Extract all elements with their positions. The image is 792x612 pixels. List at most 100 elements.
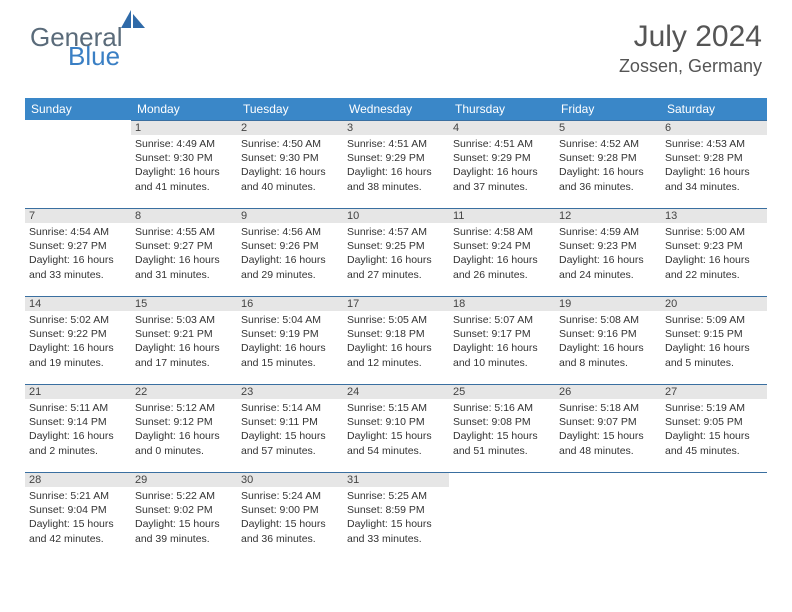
day-number: 18 bbox=[449, 297, 555, 311]
day-details: Sunrise: 5:24 AMSunset: 9:00 PMDaylight:… bbox=[241, 489, 339, 546]
day-number: 25 bbox=[449, 385, 555, 399]
weekday-header-row: SundayMondayTuesdayWednesdayThursdayFrid… bbox=[25, 98, 767, 120]
day-number: 11 bbox=[449, 209, 555, 223]
day-details: Sunrise: 5:14 AMSunset: 9:11 PMDaylight:… bbox=[241, 401, 339, 458]
calendar-cell: 16Sunrise: 5:04 AMSunset: 9:19 PMDayligh… bbox=[237, 296, 343, 384]
calendar-cell: 11 Sunrise: 4:58 AMSunset: 9:24 PMDayligh… bbox=[449, 208, 555, 296]
day-number: 5 bbox=[555, 121, 661, 135]
calendar-cell: 13Sunrise: 5:00 AMSunset: 9:23 PMDayligh… bbox=[661, 208, 767, 296]
calendar-cell: 3Sunrise: 4:51 AMSunset: 9:29 PMDaylight… bbox=[343, 120, 449, 208]
calendar-cell: 24 Sunrise: 5:15 AMSunset: 9:10 PMDayligh… bbox=[343, 384, 449, 472]
weekday-header: Saturday bbox=[661, 98, 767, 120]
day-number: 22 bbox=[131, 385, 237, 399]
day-number: 4 bbox=[449, 121, 555, 135]
calendar-cell: 12Sunrise: 4:59 AMSunset: 9:23 PMDayligh… bbox=[555, 208, 661, 296]
calendar-cell: 23 Sunrise: 5:14 AMSunset: 9:11 PMDayligh… bbox=[237, 384, 343, 472]
day-number: 8 bbox=[131, 209, 237, 223]
day-details: Sunrise: 4:53 AMSunset: 9:28 PMDaylight:… bbox=[665, 137, 763, 194]
day-number: 16 bbox=[237, 297, 343, 311]
day-details: Sunrise: 4:50 AMSunset: 9:30 PMDaylight:… bbox=[241, 137, 339, 194]
day-number: 30 bbox=[237, 473, 343, 487]
logo: General Blue bbox=[30, 20, 145, 84]
calendar-cell: 25Sunrise: 5:16 AMSunset: 9:08 PMDayligh… bbox=[449, 384, 555, 472]
day-details: Sunrise: 5:19 AMSunset: 9:05 PMDaylight:… bbox=[665, 401, 763, 458]
calendar-cell: 26Sunrise: 5:18 AMSunset: 9:07 PMDayligh… bbox=[555, 384, 661, 472]
day-details: Sunrise: 4:58 AMSunset: 9:24 PMDaylight:… bbox=[453, 225, 551, 282]
calendar-cell-empty bbox=[555, 472, 661, 560]
logo-text: General Blue bbox=[30, 20, 145, 84]
day-details: Sunrise: 4:54 AMSunset: 9:27 PMDaylight:… bbox=[29, 225, 127, 282]
day-details: Sunrise: 5:03 AMSunset: 9:21 PMDaylight:… bbox=[135, 313, 233, 370]
calendar-row: 14 Sunrise: 5:02 AMSunset: 9:22 PMDayligh… bbox=[25, 296, 767, 384]
calendar-cell: 7 Sunrise: 4:54 AMSunset: 9:27 PMDaylight… bbox=[25, 208, 131, 296]
location-label: Zossen, Germany bbox=[619, 56, 762, 77]
day-details: Sunrise: 5:25 AMSunset: 8:59 PMDaylight:… bbox=[347, 489, 445, 546]
day-details: Sunrise: 5:08 AMSunset: 9:16 PMDaylight:… bbox=[559, 313, 657, 370]
day-number: 23 bbox=[237, 385, 343, 399]
calendar-cell: 2 Sunrise: 4:50 AMSunset: 9:30 PMDaylight… bbox=[237, 120, 343, 208]
day-number: 27 bbox=[661, 385, 767, 399]
calendar-row: 7 Sunrise: 4:54 AMSunset: 9:27 PMDaylight… bbox=[25, 208, 767, 296]
calendar-cell-empty bbox=[661, 472, 767, 560]
header: General Blue July 2024 Zossen, Germany bbox=[0, 0, 792, 92]
day-details: Sunrise: 5:21 AMSunset: 9:04 PMDaylight:… bbox=[29, 489, 127, 546]
day-number: 17 bbox=[343, 297, 449, 311]
day-details: Sunrise: 4:51 AMSunset: 9:29 PMDaylight:… bbox=[347, 137, 445, 194]
weekday-header: Friday bbox=[555, 98, 661, 120]
day-details: Sunrise: 5:15 AMSunset: 9:10 PMDaylight:… bbox=[347, 401, 445, 458]
day-number: 6 bbox=[661, 121, 767, 135]
day-number: 20 bbox=[661, 297, 767, 311]
calendar-cell: 21 Sunrise: 5:11 AMSunset: 9:14 PMDayligh… bbox=[25, 384, 131, 472]
calendar-cell-empty bbox=[25, 120, 131, 208]
day-details: Sunrise: 4:55 AMSunset: 9:27 PMDaylight:… bbox=[135, 225, 233, 282]
calendar-cell: 6 Sunrise: 4:53 AMSunset: 9:28 PMDaylight… bbox=[661, 120, 767, 208]
day-details: Sunrise: 5:02 AMSunset: 9:22 PMDaylight:… bbox=[29, 313, 127, 370]
day-details: Sunrise: 5:22 AMSunset: 9:02 PMDaylight:… bbox=[135, 489, 233, 546]
calendar-cell: 31 Sunrise: 5:25 AMSunset: 8:59 PMDayligh… bbox=[343, 472, 449, 560]
day-number: 29 bbox=[131, 473, 237, 487]
weekday-header: Monday bbox=[131, 98, 237, 120]
day-details: Sunrise: 5:00 AMSunset: 9:23 PMDaylight:… bbox=[665, 225, 763, 282]
calendar-cell: 22 Sunrise: 5:12 AMSunset: 9:12 PMDayligh… bbox=[131, 384, 237, 472]
day-details: Sunrise: 4:57 AMSunset: 9:25 PMDaylight:… bbox=[347, 225, 445, 282]
calendar-cell: 29 Sunrise: 5:22 AMSunset: 9:02 PMDayligh… bbox=[131, 472, 237, 560]
day-number: 2 bbox=[237, 121, 343, 135]
weekday-header: Tuesday bbox=[237, 98, 343, 120]
calendar-cell: 5Sunrise: 4:52 AMSunset: 9:28 PMDaylight… bbox=[555, 120, 661, 208]
day-number: 19 bbox=[555, 297, 661, 311]
calendar-cell: 8 Sunrise: 4:55 AMSunset: 9:27 PMDaylight… bbox=[131, 208, 237, 296]
day-number: 31 bbox=[343, 473, 449, 487]
calendar-cell: 27 Sunrise: 5:19 AMSunset: 9:05 PMDayligh… bbox=[661, 384, 767, 472]
day-number: 14 bbox=[25, 297, 131, 311]
day-details: Sunrise: 4:49 AMSunset: 9:30 PMDaylight:… bbox=[135, 137, 233, 194]
calendar-cell: 15Sunrise: 5:03 AMSunset: 9:21 PMDayligh… bbox=[131, 296, 237, 384]
calendar-cell: 18Sunrise: 5:07 AMSunset: 9:17 PMDayligh… bbox=[449, 296, 555, 384]
day-number: 28 bbox=[25, 473, 131, 487]
logo-text-blue: Blue bbox=[68, 41, 120, 71]
calendar-row: 1Sunrise: 4:49 AMSunset: 9:30 PMDaylight… bbox=[25, 120, 767, 208]
day-details: Sunrise: 5:11 AMSunset: 9:14 PMDaylight:… bbox=[29, 401, 127, 458]
title-block: July 2024 Zossen, Germany bbox=[619, 20, 762, 77]
calendar-cell: 17Sunrise: 5:05 AMSunset: 9:18 PMDayligh… bbox=[343, 296, 449, 384]
weekday-header: Wednesday bbox=[343, 98, 449, 120]
day-number: 10 bbox=[343, 209, 449, 223]
calendar-row: 21 Sunrise: 5:11 AMSunset: 9:14 PMDayligh… bbox=[25, 384, 767, 472]
calendar-cell: 1Sunrise: 4:49 AMSunset: 9:30 PMDaylight… bbox=[131, 120, 237, 208]
weekday-header: Thursday bbox=[449, 98, 555, 120]
calendar-cell: 10 Sunrise: 4:57 AMSunset: 9:25 PMDayligh… bbox=[343, 208, 449, 296]
day-details: Sunrise: 5:09 AMSunset: 9:15 PMDaylight:… bbox=[665, 313, 763, 370]
calendar-cell: 9Sunrise: 4:56 AMSunset: 9:26 PMDaylight… bbox=[237, 208, 343, 296]
weekday-header: Sunday bbox=[25, 98, 131, 120]
calendar-cell: 4Sunrise: 4:51 AMSunset: 9:29 PMDaylight… bbox=[449, 120, 555, 208]
day-details: Sunrise: 5:18 AMSunset: 9:07 PMDaylight:… bbox=[559, 401, 657, 458]
day-details: Sunrise: 5:12 AMSunset: 9:12 PMDaylight:… bbox=[135, 401, 233, 458]
calendar-cell: 14 Sunrise: 5:02 AMSunset: 9:22 PMDayligh… bbox=[25, 296, 131, 384]
day-number: 12 bbox=[555, 209, 661, 223]
calendar-cell: 19 Sunrise: 5:08 AMSunset: 9:16 PMDayligh… bbox=[555, 296, 661, 384]
day-number: 9 bbox=[237, 209, 343, 223]
day-number: 24 bbox=[343, 385, 449, 399]
day-number: 7 bbox=[25, 209, 131, 223]
calendar-cell-empty bbox=[449, 472, 555, 560]
day-number: 21 bbox=[25, 385, 131, 399]
calendar-cell: 20 Sunrise: 5:09 AMSunset: 9:15 PMDayligh… bbox=[661, 296, 767, 384]
